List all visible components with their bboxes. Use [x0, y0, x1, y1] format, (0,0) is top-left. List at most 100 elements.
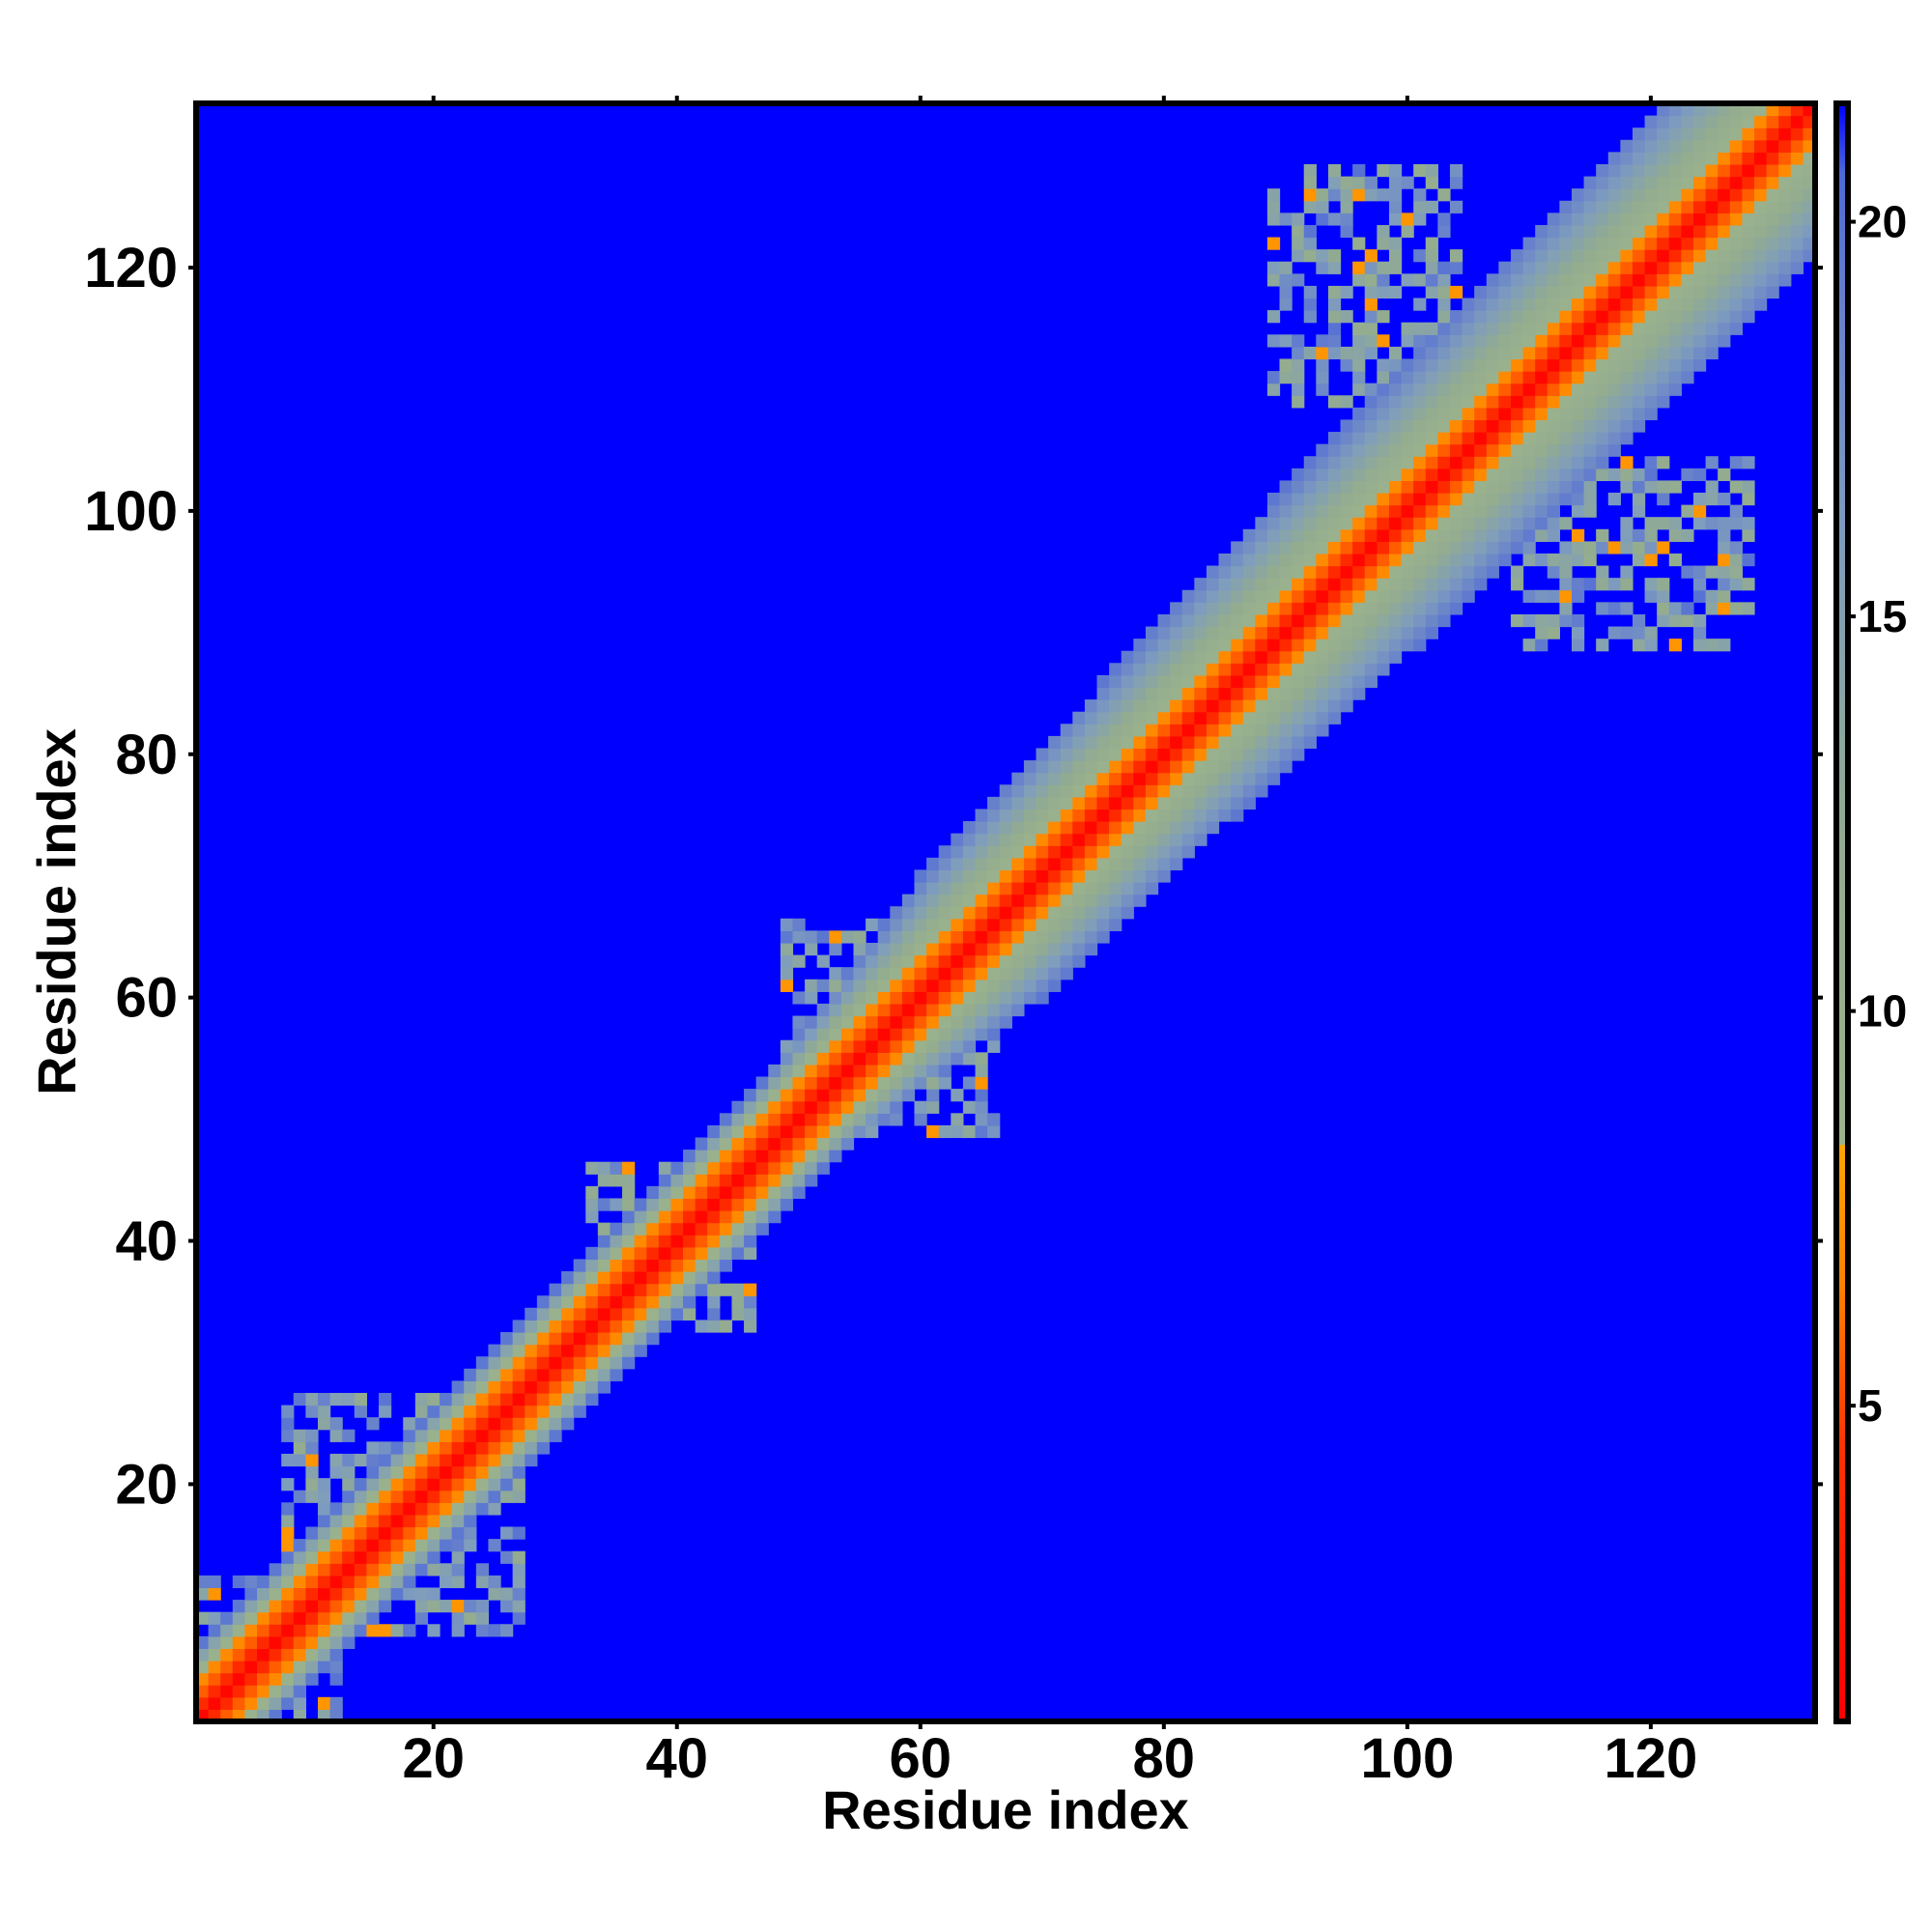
heatmap-cell [414, 1611, 429, 1625]
heatmap-cell [1206, 626, 1220, 639]
heatmap-cell [1352, 176, 1366, 189]
heatmap-cell [329, 1514, 343, 1528]
heatmap-cell [1401, 613, 1414, 628]
heatmap-cell [1218, 748, 1232, 761]
heatmap-cell [597, 1380, 611, 1394]
heatmap-cell [1279, 663, 1293, 676]
heatmap-cell [768, 1150, 781, 1163]
heatmap-cell [1644, 200, 1658, 213]
heatmap-cell [329, 1635, 343, 1650]
heatmap-cell [1036, 784, 1049, 798]
heatmap-cell [1644, 395, 1658, 409]
heatmap-cell [1535, 528, 1548, 542]
heatmap-cell [1632, 504, 1646, 518]
heatmap-cell [512, 1356, 526, 1370]
heatmap-cell [269, 1635, 282, 1650]
heatmap-cell [440, 1502, 453, 1516]
heatmap-cell [1425, 334, 1438, 348]
heatmap-cell [1583, 188, 1597, 202]
heatmap-cell [914, 1052, 927, 1065]
heatmap-cell [536, 1429, 551, 1442]
heatmap-cell [987, 954, 1001, 968]
heatmap-cell [1352, 407, 1366, 421]
heatmap-cell [1449, 334, 1463, 348]
x-tick-label: 40 [646, 1727, 709, 1790]
heatmap-cell [1072, 882, 1086, 895]
heatmap-cell [1705, 298, 1719, 311]
heatmap-cell [1607, 176, 1621, 189]
heatmap-cell [1692, 261, 1707, 274]
heatmap-cell [1364, 419, 1378, 433]
heatmap-cell [1377, 188, 1390, 202]
heatmap-cell [1535, 358, 1548, 372]
heatmap-cell [427, 1441, 440, 1455]
heatmap-cell [975, 809, 988, 822]
heatmap-cell [1632, 480, 1646, 494]
heatmap-cell [1668, 334, 1682, 348]
heatmap-cell [1048, 772, 1062, 785]
heatmap-cell [1510, 613, 1524, 628]
heatmap-cell [1657, 261, 1670, 274]
heatmap-cell [1547, 310, 1560, 324]
heatmap-cell [1109, 821, 1122, 835]
heatmap-cell [1644, 273, 1658, 287]
heatmap-cell [1692, 237, 1707, 250]
heatmap-cell [549, 1368, 562, 1381]
heatmap-cell [1377, 395, 1390, 409]
heatmap-cell [683, 1222, 696, 1236]
heatmap-cell [1145, 663, 1159, 676]
heatmap-cell [1449, 480, 1463, 494]
heatmap-cell [866, 1100, 879, 1114]
heatmap-cell [1109, 663, 1122, 676]
heatmap-cell [1705, 115, 1719, 128]
heatmap-cell [1766, 115, 1779, 128]
heatmap-cell [1607, 213, 1621, 226]
heatmap-cell [1255, 748, 1268, 761]
heatmap-cell [1596, 395, 1609, 409]
heatmap-cell [1559, 237, 1573, 250]
heatmap-cell [525, 1405, 538, 1418]
heatmap-cell [1559, 407, 1573, 421]
heatmap-cell [1522, 528, 1536, 542]
heatmap-cell [1474, 285, 1488, 299]
heatmap-cell [585, 1392, 599, 1406]
heatmap-cell [1742, 176, 1755, 189]
heatmap-cell [744, 1235, 757, 1248]
heatmap-cell [1596, 371, 1609, 384]
heatmap-cell [1742, 163, 1755, 178]
heatmap-cell [1218, 809, 1232, 822]
heatmap-cell [1231, 687, 1244, 700]
heatmap-cell [853, 1064, 867, 1078]
heatmap-cell [366, 1478, 380, 1492]
heatmap-cell [755, 1185, 769, 1200]
heatmap-cell [1522, 322, 1536, 335]
heatmap-cell [890, 1113, 903, 1126]
heatmap-cell [695, 1271, 708, 1285]
heatmap-cell [962, 979, 977, 992]
heatmap-cell [1316, 639, 1329, 652]
heatmap-cell [488, 1587, 501, 1601]
heatmap-cell [975, 821, 988, 835]
heatmap-cell [1632, 407, 1646, 421]
heatmap-cell [1437, 528, 1451, 542]
heatmap-cell [1522, 407, 1536, 421]
heatmap-cell [792, 954, 806, 968]
heatmap-cell [1778, 188, 1792, 202]
heatmap-cell [1462, 358, 1475, 372]
heatmap-cell [1327, 639, 1342, 652]
heatmap-cell [1364, 639, 1378, 652]
heatmap-cell [1462, 407, 1475, 421]
heatmap-cell [1705, 517, 1719, 530]
heatmap-cell [768, 1113, 781, 1126]
heatmap-cell [1133, 796, 1147, 810]
heatmap-cell [379, 1405, 392, 1418]
heatmap-cell [1742, 553, 1755, 567]
heatmap-cell [1462, 419, 1475, 433]
heatmap-cell [269, 1575, 282, 1589]
heatmap-cell [1474, 310, 1488, 324]
heatmap-cell [1157, 784, 1171, 798]
heatmap-cell [1729, 578, 1743, 591]
heatmap-cell [1498, 298, 1512, 311]
heatmap-cell [1048, 784, 1062, 798]
heatmap-cell [488, 1453, 501, 1467]
